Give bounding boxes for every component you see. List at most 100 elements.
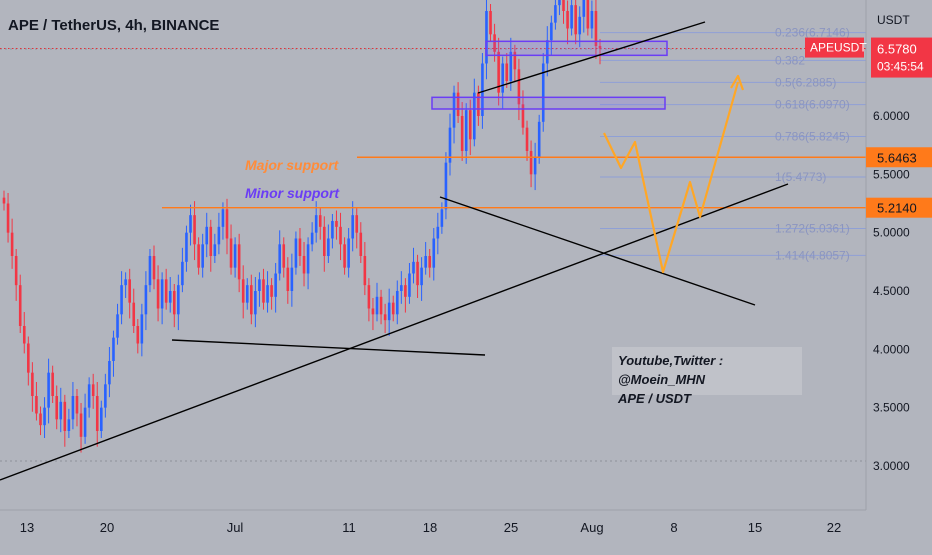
candle-body-30[interactable] <box>124 279 127 286</box>
candle-body-58[interactable] <box>237 244 241 280</box>
candle-body-84[interactable] <box>343 244 346 268</box>
candle-body-71[interactable] <box>290 267 294 291</box>
candle-body-131[interactable] <box>533 156 537 175</box>
candle-body-32[interactable] <box>132 302 136 326</box>
candle-body-12[interactable] <box>51 372 54 396</box>
upper-minor-zone[interactable] <box>485 40 668 57</box>
candle-body-21[interactable] <box>87 384 91 408</box>
candle-body-83[interactable] <box>339 226 342 245</box>
candle-body-77[interactable] <box>314 215 318 233</box>
candle-body-52[interactable] <box>213 244 217 256</box>
candle-body-103[interactable] <box>420 267 423 286</box>
candle-body-97[interactable] <box>395 290 399 315</box>
candle-body-44[interactable] <box>181 261 184 286</box>
candle-body-31[interactable] <box>128 279 131 303</box>
horizontal-trend-line[interactable] <box>171 339 486 356</box>
candle-body-90[interactable] <box>367 285 371 309</box>
candle-body-26[interactable] <box>108 360 111 385</box>
candle-body-115[interactable] <box>468 110 472 140</box>
candle-body-119[interactable] <box>485 10 488 64</box>
candle-body-129[interactable] <box>525 127 529 151</box>
candle-body-143[interactable] <box>582 0 586 17</box>
candle-body-41[interactable] <box>168 290 172 303</box>
candle-body-130[interactable] <box>529 150 533 175</box>
candles[interactable] <box>2 0 602 453</box>
candle-body-48[interactable] <box>197 244 200 268</box>
candle-body-28[interactable] <box>116 314 119 338</box>
candle-body-127[interactable] <box>517 69 521 105</box>
candle-body-35[interactable] <box>144 285 148 315</box>
candle-body-63[interactable] <box>258 279 261 291</box>
candle-body-136[interactable] <box>554 5 557 23</box>
candle-body-67[interactable] <box>274 273 277 297</box>
candle-body-5[interactable] <box>22 325 26 344</box>
candle-body-96[interactable] <box>391 302 395 315</box>
candle-body-43[interactable] <box>177 285 180 315</box>
candle-body-0[interactable] <box>2 197 6 204</box>
candle-body-94[interactable] <box>383 314 387 321</box>
candle-body-60[interactable] <box>245 285 249 303</box>
candle-body-105[interactable] <box>428 255 432 268</box>
candle-body-102[interactable] <box>416 261 419 286</box>
candle-body-98[interactable] <box>400 285 403 291</box>
candle-body-88[interactable] <box>359 232 363 256</box>
candle-body-15[interactable] <box>63 401 67 431</box>
candle-body-101[interactable] <box>412 261 415 274</box>
price-axis[interactable]: USDT 3.0000 3.5000 4.0000 4.5000 5.0000 5.5000… <box>805 0 932 550</box>
time-axis[interactable]: 13 20 Jul 11 18 25 Aug 8 15 22 <box>0 509 932 550</box>
candle-body-1[interactable] <box>6 203 10 233</box>
support-price-tag-2[interactable] <box>866 197 932 218</box>
candle-body-16[interactable] <box>67 419 71 431</box>
candle-body-39[interactable] <box>160 279 164 309</box>
candle-body-139[interactable] <box>566 10 569 29</box>
candle-body-121[interactable] <box>493 34 496 52</box>
candle-body-91[interactable] <box>371 308 375 315</box>
candle-body-95[interactable] <box>387 302 391 321</box>
candle-body-51[interactable] <box>209 226 213 256</box>
candle-body-137[interactable] <box>558 0 561 6</box>
candle-body-106[interactable] <box>432 238 436 268</box>
candle-body-145[interactable] <box>590 10 594 29</box>
candle-body-11[interactable] <box>47 372 50 408</box>
candle-body-85[interactable] <box>347 238 350 268</box>
candle-body-54[interactable] <box>221 209 225 227</box>
candle-body-133[interactable] <box>541 63 545 122</box>
candle-body-19[interactable] <box>79 413 83 437</box>
candle-body-29[interactable] <box>120 285 123 315</box>
candle-body-2[interactable] <box>10 232 14 256</box>
candle-body-68[interactable] <box>278 244 282 274</box>
support-price-tag-1[interactable] <box>866 147 932 168</box>
candle-body-38[interactable] <box>156 279 160 309</box>
candle-body-7[interactable] <box>31 372 34 396</box>
candle-body-147[interactable] <box>598 45 602 49</box>
candle-body-82[interactable] <box>335 220 338 227</box>
candle-body-50[interactable] <box>205 226 209 245</box>
candle-body-65[interactable] <box>266 285 269 303</box>
candle-body-142[interactable] <box>578 16 582 35</box>
candle-body-40[interactable] <box>164 279 168 303</box>
uptrend-line[interactable] <box>0 183 789 481</box>
candle-body-42[interactable] <box>172 290 176 315</box>
current-price-tag[interactable] <box>871 37 932 78</box>
lower-channel-line[interactable] <box>439 196 756 306</box>
candle-body-18[interactable] <box>75 395 79 414</box>
candle-body-37[interactable] <box>152 255 156 280</box>
candle-body-47[interactable] <box>193 215 196 245</box>
candle-body-100[interactable] <box>408 273 411 297</box>
candle-body-23[interactable] <box>95 395 99 431</box>
candle-body-10[interactable] <box>43 407 46 426</box>
candle-body-6[interactable] <box>27 343 30 373</box>
candle-body-70[interactable] <box>286 267 290 291</box>
candle-body-126[interactable] <box>513 51 517 70</box>
candle-body-9[interactable] <box>39 413 42 426</box>
candle-body-73[interactable] <box>298 238 302 256</box>
fib-retracement[interactable]: 0(7.0996)0.236(6.7146)0.3820.5(6.2885)0.… <box>600 0 866 262</box>
candle-body-107[interactable] <box>436 226 440 239</box>
candle-body-78[interactable] <box>318 215 322 227</box>
candle-body-3[interactable] <box>14 255 18 286</box>
symbol-tag[interactable] <box>805 37 864 58</box>
candle-body-22[interactable] <box>91 384 95 396</box>
candle-body-128[interactable] <box>521 104 525 128</box>
